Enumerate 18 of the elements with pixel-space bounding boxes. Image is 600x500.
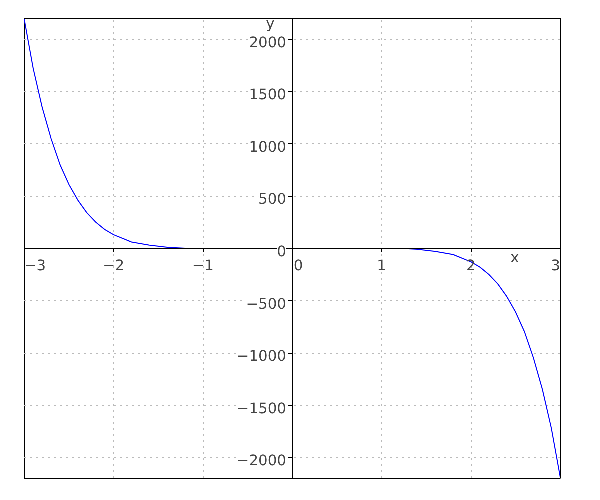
y-tick-label: 2000 bbox=[249, 34, 287, 52]
y-tick-label: 500 bbox=[258, 191, 287, 208]
x-tick-label: 0 bbox=[294, 258, 304, 274]
x-tick-label: 1 bbox=[377, 258, 386, 274]
x-tick-label: −2 bbox=[103, 258, 125, 274]
y-axis-title: y bbox=[266, 16, 276, 32]
x-tick-label: 2 bbox=[466, 258, 476, 274]
y-tick-label: 1500 bbox=[249, 86, 287, 104]
x-tick-label: −1 bbox=[192, 258, 214, 274]
y-tick-label: −1500 bbox=[236, 400, 287, 418]
y-tick-label: 0 bbox=[277, 244, 287, 260]
y-tick-label: 1000 bbox=[249, 138, 287, 156]
y-tick-label: −2000 bbox=[236, 452, 287, 470]
y-tick-label: −500 bbox=[246, 296, 287, 313]
x-tick-label: −3 bbox=[24, 258, 46, 274]
x-tick-label: 3 bbox=[551, 258, 561, 274]
x-axis-title: x bbox=[510, 250, 520, 266]
y-tick-label: −1000 bbox=[236, 348, 287, 366]
